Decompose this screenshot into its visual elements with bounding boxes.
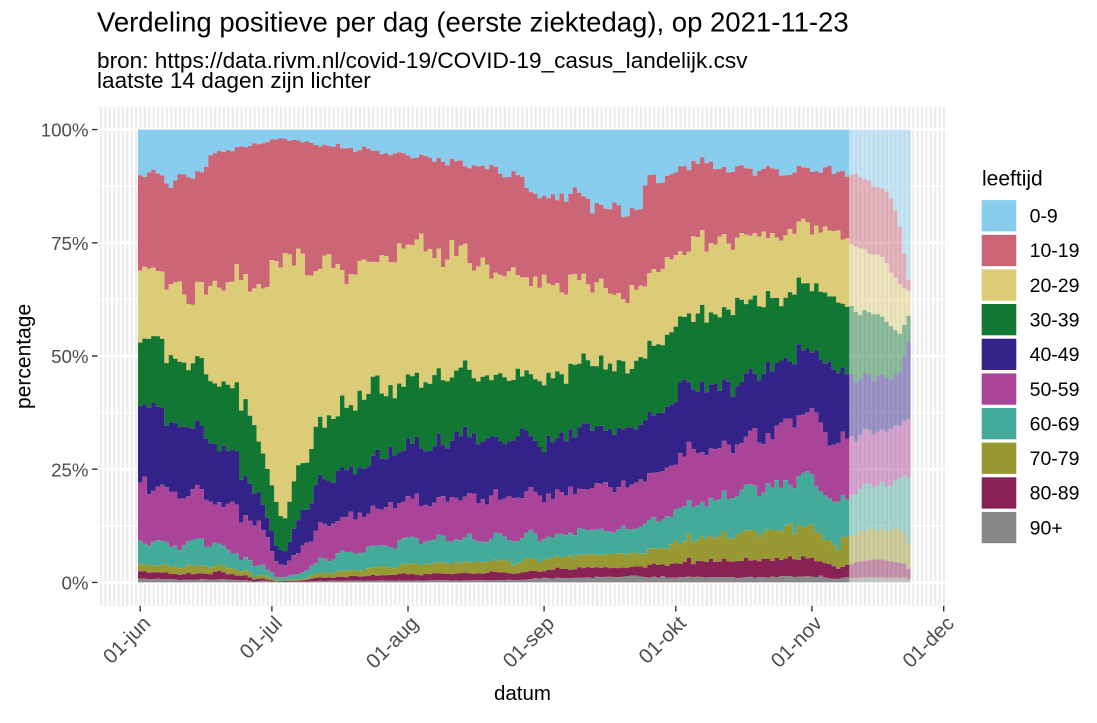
svg-text:25%: 25%: [51, 459, 88, 480]
svg-text:20-29: 20-29: [1030, 275, 1080, 297]
svg-text:10-19: 10-19: [1030, 240, 1080, 262]
svg-text:0-9: 0-9: [1030, 206, 1058, 228]
svg-text:30-39: 30-39: [1030, 310, 1080, 332]
svg-text:laatste 14 dagen zijn lichter: laatste 14 dagen zijn lichter: [97, 68, 371, 93]
svg-text:40-49: 40-49: [1030, 344, 1080, 366]
svg-text:percentage: percentage: [13, 304, 36, 409]
svg-text:0%: 0%: [61, 573, 88, 594]
svg-text:50%: 50%: [51, 346, 88, 367]
svg-text:bron: https://data.rivm.nl/cov: bron: https://data.rivm.nl/covid-19/COVI…: [97, 48, 748, 73]
svg-text:leeftijd: leeftijd: [982, 168, 1043, 191]
svg-text:datum: datum: [494, 682, 551, 705]
svg-text:Verdeling positieve per dag (e: Verdeling positieve per dag (eerste ziek…: [97, 7, 849, 38]
svg-text:80-89: 80-89: [1030, 483, 1080, 505]
svg-text:75%: 75%: [51, 233, 88, 254]
svg-text:50-59: 50-59: [1030, 379, 1080, 401]
svg-text:100%: 100%: [41, 120, 89, 141]
svg-text:90+: 90+: [1030, 517, 1063, 539]
svg-text:60-69: 60-69: [1030, 413, 1080, 435]
svg-text:70-79: 70-79: [1030, 448, 1080, 470]
